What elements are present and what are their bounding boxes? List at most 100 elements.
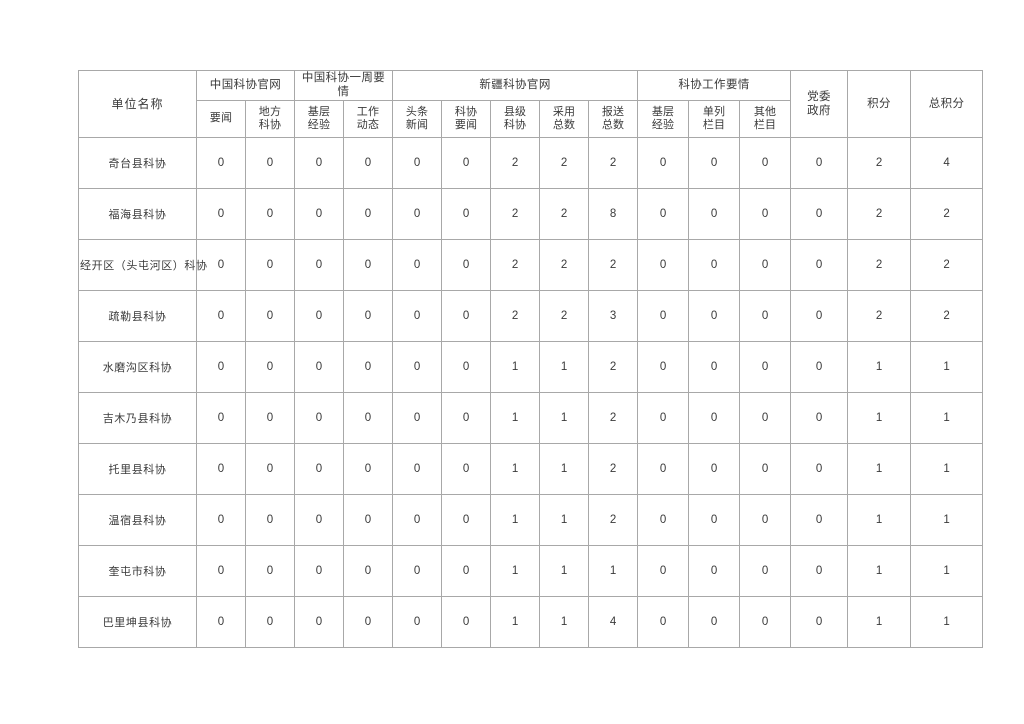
- cell-metric: 3: [588, 289, 639, 342]
- header-sub-11: 其他 栏目: [739, 99, 792, 138]
- cell-metric: 0: [392, 289, 443, 342]
- cell-metric: 0: [688, 238, 741, 291]
- header-sub-1: 地方 科协: [245, 99, 295, 138]
- cell-metric: 0: [739, 289, 792, 342]
- table-row: 奇台县科协 0 0 0 0 0 0 2 2 2 0 0 0 0 2 4: [78, 136, 984, 189]
- cell-metric: 2: [490, 136, 541, 189]
- header-sub-5-line1: 科协: [454, 105, 478, 118]
- cell-party-government: 0: [790, 238, 849, 291]
- header-total-score: 总积分: [910, 70, 984, 138]
- header-sub-4: 头条 新闻: [392, 99, 443, 138]
- table-row: 吉木乃县科协 0 0 0 0 0 0 1 1 2 0 0 0 0 1 1: [78, 391, 984, 444]
- cell-metric: 0: [342, 136, 394, 189]
- cell-metric: 0: [441, 340, 492, 393]
- cell-metric: 0: [739, 391, 792, 444]
- header-sub-2-line2: 经验: [307, 118, 331, 131]
- cell-unit-name: 奇台县科协: [78, 136, 197, 189]
- header-sub-9-line1: 基层: [651, 105, 675, 118]
- cell-metric: 0: [688, 544, 741, 597]
- header-sub-8: 报送 总数: [588, 99, 639, 138]
- cell-metric: 2: [539, 238, 590, 291]
- cell-metric: 2: [490, 187, 541, 240]
- cell-metric: 0: [294, 289, 344, 342]
- cell-metric: 0: [637, 289, 690, 342]
- cell-score: 2: [847, 187, 912, 240]
- cell-metric: 0: [342, 595, 394, 648]
- cell-metric: 1: [539, 391, 590, 444]
- cell-metric: 0: [688, 136, 741, 189]
- cell-metric: 0: [245, 391, 295, 444]
- cell-total-score: 1: [910, 442, 984, 495]
- header-sub-2-line1: 基层: [307, 105, 331, 118]
- cell-total-score: 1: [910, 340, 984, 393]
- cell-party-government: 0: [790, 493, 849, 546]
- cell-metric: 0: [294, 595, 344, 648]
- header-sub-8-line2: 总数: [601, 118, 625, 131]
- cell-party-government: 0: [790, 340, 849, 393]
- header-row-groups: 单位名称 中国科协官网 中国科协一周要情 新疆科协官网 科协工作要情 党委 政府 …: [78, 70, 984, 138]
- cell-metric: 0: [342, 289, 394, 342]
- cell-metric: 0: [196, 544, 246, 597]
- cell-metric: 2: [490, 289, 541, 342]
- cell-metric: 1: [539, 595, 590, 648]
- cell-metric: 0: [688, 595, 741, 648]
- cell-metric: 0: [342, 340, 394, 393]
- cell-metric: 4: [588, 595, 639, 648]
- cell-metric: 0: [739, 544, 792, 597]
- header-party-government-line1: 党委: [807, 90, 831, 103]
- cell-metric: 0: [294, 136, 344, 189]
- cell-unit-name: 巴里坤县科协: [78, 595, 197, 648]
- cell-total-score: 2: [910, 187, 984, 240]
- header-sub-3-line1: 工作: [356, 105, 380, 118]
- cell-metric: 0: [392, 187, 443, 240]
- cell-metric: 1: [490, 595, 541, 648]
- cell-party-government: 0: [790, 289, 849, 342]
- cell-metric: 0: [245, 136, 295, 189]
- cell-party-government: 0: [790, 544, 849, 597]
- cell-metric: 0: [637, 340, 690, 393]
- cell-metric: 0: [196, 136, 246, 189]
- cell-metric: 0: [294, 544, 344, 597]
- cell-total-score: 2: [910, 238, 984, 291]
- cell-total-score: 1: [910, 493, 984, 546]
- cell-metric: 1: [490, 544, 541, 597]
- cell-metric: 0: [196, 442, 246, 495]
- cell-metric: 1: [539, 340, 590, 393]
- header-sub-5-line2: 要闻: [454, 118, 478, 131]
- cell-metric: 0: [637, 595, 690, 648]
- cell-metric: 0: [688, 442, 741, 495]
- cell-unit-name: 经开区（头屯河区）科协: [78, 238, 207, 291]
- cell-metric: 0: [245, 289, 295, 342]
- cell-metric: 0: [688, 187, 741, 240]
- cell-score: 2: [847, 136, 912, 189]
- cell-metric: 0: [294, 493, 344, 546]
- cell-score: 1: [847, 391, 912, 444]
- cell-metric: 0: [392, 391, 443, 444]
- header-unit-name: 单位名称: [78, 70, 197, 138]
- table-row: 托里县科协 0 0 0 0 0 0 1 1 2 0 0 0 0 1 1: [78, 442, 984, 495]
- cell-metric: 0: [637, 187, 690, 240]
- header-sub-6-line2: 科协: [503, 118, 527, 131]
- cell-score: 1: [847, 595, 912, 648]
- header-sub-6-line1: 县级: [503, 105, 527, 118]
- cell-metric: 1: [539, 544, 590, 597]
- cell-metric: 2: [588, 238, 639, 291]
- cell-metric: 0: [245, 340, 295, 393]
- cell-score: 1: [847, 442, 912, 495]
- cell-total-score: 1: [910, 595, 984, 648]
- table-row: 奎屯市科协 0 0 0 0 0 0 1 1 1 0 0 0 0 1 1: [78, 544, 984, 597]
- header-sub-9: 基层 经验: [637, 99, 690, 138]
- score-table: 单位名称 中国科协官网 中国科协一周要情 新疆科协官网 科协工作要情 党委 政府 …: [78, 70, 984, 648]
- cell-metric: 0: [245, 238, 295, 291]
- cell-metric: 0: [245, 595, 295, 648]
- cell-metric: 0: [739, 595, 792, 648]
- cell-party-government: 0: [790, 391, 849, 444]
- cell-metric: 0: [196, 493, 246, 546]
- header-group-work-brief: 科协工作要情: [637, 70, 792, 101]
- header-sub-4-line2: 新闻: [405, 118, 429, 131]
- header-sub-11-line2: 栏目: [753, 118, 777, 131]
- cell-total-score: 2: [910, 289, 984, 342]
- cell-unit-name: 水磨沟区科协: [78, 340, 197, 393]
- cell-total-score: 1: [910, 391, 984, 444]
- table-body: 奇台县科协 0 0 0 0 0 0 2 2 2 0 0 0 0 2 4 福海县科协 0 0 0 0 0 0 2 2 8 0 0 0 0 2 2…: [78, 136, 984, 648]
